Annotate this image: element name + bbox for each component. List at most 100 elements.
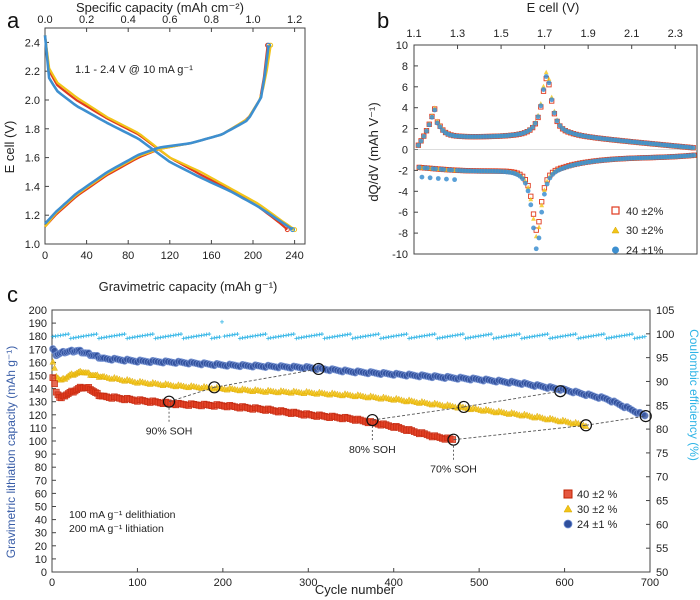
dqdv-point-oxidation — [554, 118, 560, 124]
dqdv-point-reduction — [424, 165, 430, 171]
ce-point — [271, 335, 276, 340]
ce-point — [163, 334, 168, 339]
ce-point — [627, 332, 632, 337]
panel-c-plot: 0 100 200 300 400 500 600 700010203040506070809… — [29, 305, 675, 589]
ce-point — [440, 335, 445, 340]
legend-c-label-40: 40 ±2 % — [577, 489, 618, 501]
ce-point — [489, 332, 494, 337]
ce-point — [360, 334, 365, 339]
dqdv-point-reduction — [531, 225, 536, 231]
ce-point — [450, 333, 455, 338]
ce-point — [84, 333, 89, 338]
y-tick-label-c: 80 — [35, 462, 47, 474]
ce-point — [227, 333, 232, 338]
panel-a-x-axis-title: Gravimetric capacity (mAh g⁻¹) — [99, 279, 278, 294]
ce-point — [504, 334, 509, 339]
ce-point — [230, 332, 235, 337]
ce-point — [540, 332, 545, 337]
y-tick-label-c: 50 — [35, 502, 47, 514]
top-tick-label-a: 0.0 — [37, 14, 52, 26]
ce-point — [632, 336, 637, 341]
y2-tick-label-c: 70 — [656, 472, 668, 484]
y-tick-label-c: 90 — [35, 449, 47, 461]
dqdv-point-reduction — [539, 209, 545, 215]
ce-point — [394, 333, 399, 338]
y-tick-label-b: 4 — [402, 103, 408, 115]
ce-point — [368, 333, 373, 338]
y-tick-label-b: -10 — [392, 249, 408, 261]
dqdv-point-oxidation — [690, 145, 696, 151]
ce-point — [514, 332, 519, 337]
ce-point — [412, 335, 417, 340]
top-tick-label-a: 0.4 — [121, 14, 136, 26]
ce-point — [419, 334, 424, 339]
x-tick-label-a: 80 — [122, 250, 134, 262]
ce-point — [340, 333, 345, 338]
ce-point — [96, 336, 101, 341]
ce-point — [312, 333, 317, 338]
y-tick-label-c: 150 — [29, 371, 47, 383]
ce-point — [576, 336, 581, 341]
ce-point — [350, 336, 355, 341]
top-tick-label-a: 1.0 — [245, 14, 260, 26]
ce-point — [366, 333, 371, 338]
ce-point — [391, 334, 396, 339]
capacity-point — [51, 364, 58, 371]
legend-c-marker-30 — [563, 504, 573, 513]
ce-point — [322, 336, 327, 341]
ce-point — [417, 334, 422, 339]
ce-point — [50, 334, 55, 339]
ce-point — [286, 332, 291, 337]
x-tick-label-a: 0 — [42, 250, 48, 262]
curve-a-endpoint — [266, 42, 272, 48]
legend-c-label-24: 24 ±1 % — [577, 519, 618, 531]
dqdv-point-oxidation — [546, 76, 552, 82]
dqdv-point-reduction — [536, 235, 542, 241]
ce-point — [606, 335, 611, 340]
ce-point — [207, 332, 212, 337]
dqdv-point-oxidation — [435, 120, 440, 126]
ce-point — [222, 334, 227, 339]
y-tick-label-c: 100 — [29, 436, 47, 448]
ce-point — [573, 332, 578, 337]
ce-point — [114, 333, 119, 338]
ce-point — [327, 335, 332, 340]
soh-marker — [312, 362, 325, 376]
ce-point — [181, 336, 186, 341]
soh-marker — [447, 433, 460, 446]
panel-b-top-axis-title: E cell (V) — [527, 0, 580, 15]
ce-point — [127, 335, 132, 340]
ce-point — [299, 335, 304, 340]
ce-point — [309, 333, 314, 338]
ce-point — [304, 334, 309, 339]
ce-point — [407, 336, 412, 341]
dqdv-point-reduction — [528, 196, 534, 202]
ce-point — [261, 332, 266, 337]
y2-tick-label-c: 80 — [656, 424, 668, 436]
y-tick-label-c: 30 — [35, 528, 47, 540]
soh-connector — [463, 390, 561, 408]
ce-point — [468, 335, 473, 340]
ce-point — [399, 332, 404, 337]
ce-point — [642, 334, 647, 339]
ce-point — [202, 332, 207, 337]
legend-c-marker-40 — [563, 489, 573, 499]
panel-c-right-axis-title: Coulombic efficiency (%) — [687, 329, 700, 461]
ce-point — [171, 333, 176, 338]
dqdv-point-reduction — [427, 175, 433, 181]
ce-point — [612, 335, 617, 340]
ce-point — [425, 333, 430, 338]
ce-point — [184, 335, 189, 340]
ce-point — [432, 332, 437, 337]
y-tick-label-c: 10 — [35, 554, 47, 566]
ce-point — [55, 333, 60, 338]
ce-point — [255, 333, 260, 338]
legend-c-label-30: 30 ±2 % — [577, 504, 618, 516]
ce-point — [273, 335, 278, 340]
ce-point — [614, 334, 619, 339]
soh-connector — [453, 424, 586, 441]
x-tick-label-c: 200 — [214, 577, 232, 589]
x-tick-label-a: 240 — [285, 250, 303, 262]
y-tick-label-c: 70 — [35, 475, 47, 487]
